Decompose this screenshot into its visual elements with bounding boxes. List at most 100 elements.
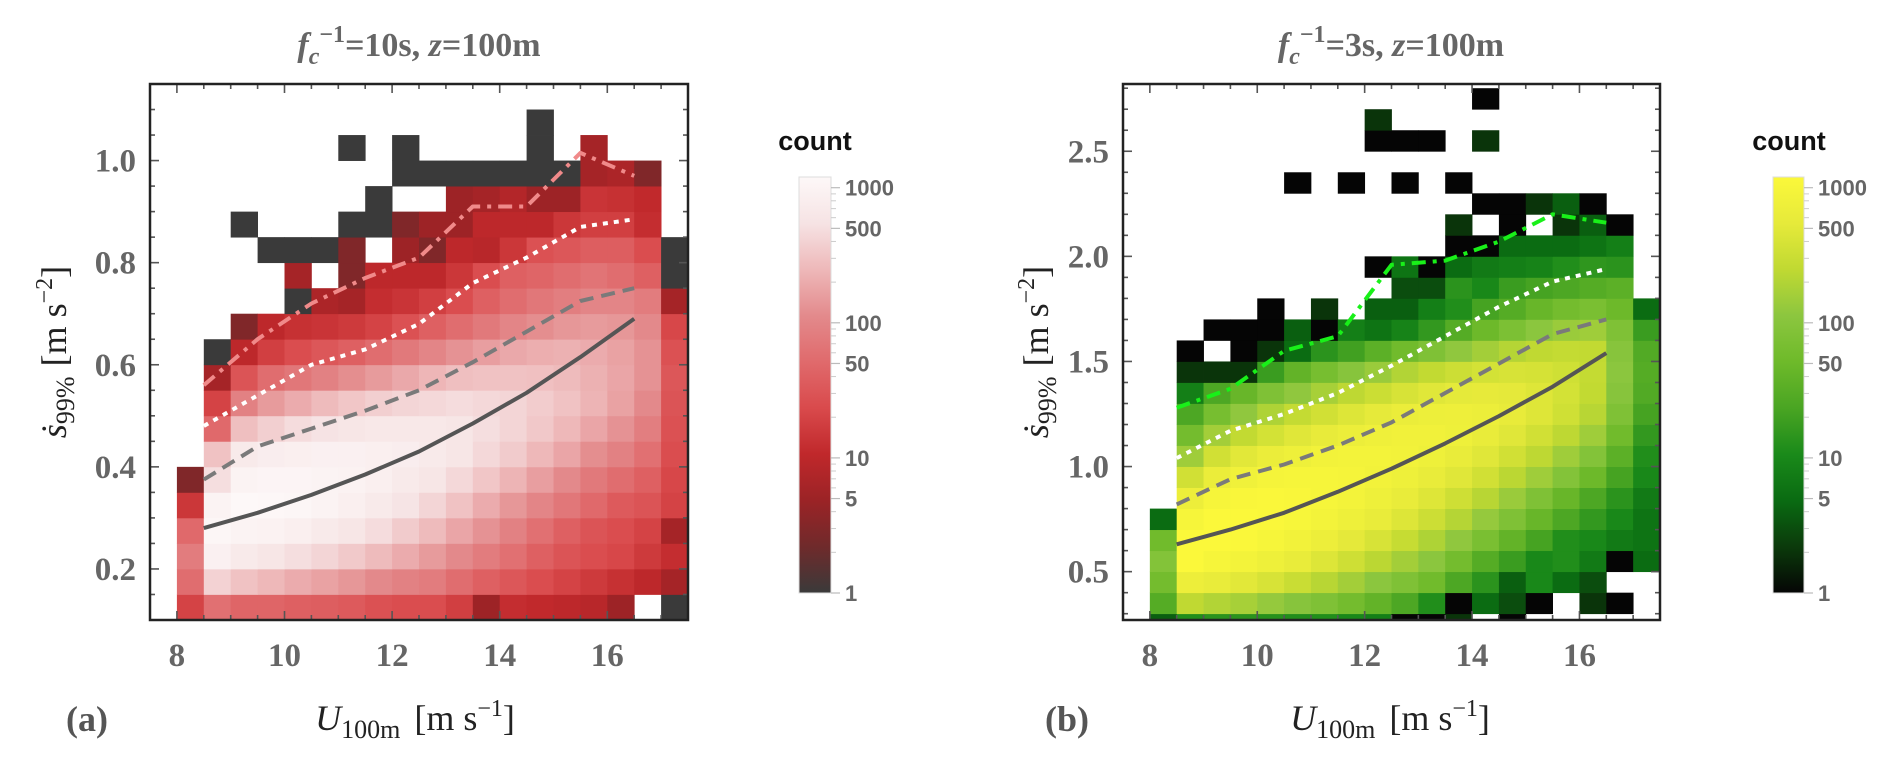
colorbar-tick-label: 5	[1818, 487, 1830, 512]
heatmap-cell	[1633, 361, 1660, 383]
heatmap-cell	[1257, 382, 1285, 404]
heatmap-cell	[1445, 571, 1473, 594]
heatmap-cell	[1418, 298, 1446, 320]
heatmap-cell	[553, 364, 581, 391]
heatmap-cell	[419, 594, 447, 620]
heatmap-cell	[1364, 361, 1392, 383]
heatmap-cell	[1310, 571, 1339, 594]
heatmap-cell	[284, 441, 312, 468]
heatmap-cell	[499, 313, 527, 340]
title-f: f	[297, 27, 312, 64]
heatmap-cell	[445, 237, 474, 264]
heatmap-cell	[1633, 340, 1660, 362]
heatmap-cell	[1310, 340, 1339, 362]
x-axis-label-b: U100m [m s−1]	[1290, 696, 1490, 744]
heatmap-cell	[1498, 277, 1527, 299]
title-rest2: =100m	[1405, 27, 1504, 64]
heatmap-cell	[580, 313, 608, 340]
plot-frame-a	[148, 82, 690, 622]
heatmap-cell	[580, 186, 608, 213]
title-z: z	[1391, 27, 1406, 64]
heatmap-cell	[553, 313, 581, 340]
heatmap-cell	[526, 415, 554, 442]
heatmap-cell	[203, 594, 232, 620]
heatmap-cell	[1391, 466, 1419, 488]
heatmap-cell	[176, 466, 205, 493]
y-tick-label: 1.5	[1068, 344, 1109, 380]
heatmap-cell	[1525, 550, 1553, 573]
heatmap-cell	[1203, 319, 1231, 341]
heatmap-cell	[1337, 445, 1366, 467]
x-tick-label: 16	[1563, 638, 1596, 674]
heatmap-cell	[1606, 508, 1634, 531]
heatmap-cell	[1149, 529, 1178, 552]
heatmap-cell	[1418, 529, 1446, 552]
heatmap-cell	[1176, 592, 1204, 615]
y-tick-label: 0.5	[1068, 555, 1109, 591]
heatmap-cell	[1391, 382, 1419, 404]
heatmap-cell	[392, 160, 420, 187]
x-tick-label: 16	[591, 638, 624, 674]
heatmap-cell	[1149, 571, 1178, 594]
heatmap-cell	[1364, 613, 1392, 620]
heatmap-cell	[1498, 298, 1527, 320]
heatmap-cell	[392, 135, 420, 161]
heatmap-cell	[661, 237, 688, 264]
heatmap-cell	[472, 211, 501, 238]
heatmap-cell	[1418, 550, 1446, 573]
heatmap-cell	[1364, 487, 1392, 509]
heatmap-cell	[1525, 298, 1553, 320]
heatmap-cell	[257, 339, 285, 366]
heatmap-cell	[580, 441, 608, 468]
heatmap-cell	[553, 262, 581, 289]
heatmap-cell	[1552, 571, 1580, 594]
heatmap-cell	[365, 543, 393, 570]
heatmap-cell	[445, 339, 474, 366]
heatmap-cell	[1552, 382, 1580, 404]
heatmap-cell	[1552, 214, 1580, 236]
heatmap-cell	[1525, 466, 1553, 488]
heatmap-cell	[1310, 382, 1339, 404]
xlabel-sub: 100m	[1316, 715, 1375, 744]
heatmap-cell	[1579, 424, 1607, 446]
heatmap-cell	[203, 568, 232, 595]
heatmap-cell	[1606, 424, 1634, 446]
heatmap-cell	[1498, 529, 1527, 552]
heatmap-cell	[607, 543, 635, 570]
heatmap-cell	[338, 492, 366, 519]
line-median	[203, 317, 636, 531]
heatmap-cell	[580, 492, 608, 519]
heatmap-cell	[392, 415, 420, 442]
colorbar-tick-label: 100	[1818, 311, 1855, 336]
heatmap-cell	[607, 211, 635, 238]
heatmap-cell	[338, 543, 366, 570]
heatmap-cell	[365, 313, 393, 340]
heatmap-cell	[634, 517, 662, 544]
heatmap-cell	[1579, 466, 1607, 488]
heatmap-cell	[1310, 403, 1339, 425]
heatmap-cell	[1337, 319, 1366, 341]
heatmap-cell	[1284, 592, 1312, 615]
heatmap-cell	[1498, 382, 1527, 404]
heatmap-cell	[1606, 298, 1634, 320]
heatmap-cell	[472, 313, 501, 340]
heatmap-cell	[176, 543, 205, 570]
title-sub: c	[1289, 44, 1300, 70]
heatmap-cell	[1498, 256, 1527, 278]
heatmap-cell	[257, 594, 285, 620]
heatmap-cell	[1337, 592, 1366, 615]
heatmap-cell	[553, 543, 581, 570]
ylabel-sub: 99%	[51, 376, 80, 424]
heatmap-cell	[607, 237, 635, 264]
heatmap-cell	[1552, 361, 1580, 383]
heatmap-cell	[526, 237, 554, 264]
heatmap-cell	[419, 160, 447, 187]
heatmap-cell	[445, 364, 474, 391]
heatmap-cell	[1606, 319, 1634, 341]
colorbar-title-b: count	[1752, 126, 1826, 156]
heatmap-cell	[419, 492, 447, 519]
heatmap-cell	[472, 517, 501, 544]
heatmap-cell	[1176, 340, 1204, 362]
heatmap-cell	[311, 339, 339, 366]
heatmap-cell	[1391, 319, 1419, 341]
